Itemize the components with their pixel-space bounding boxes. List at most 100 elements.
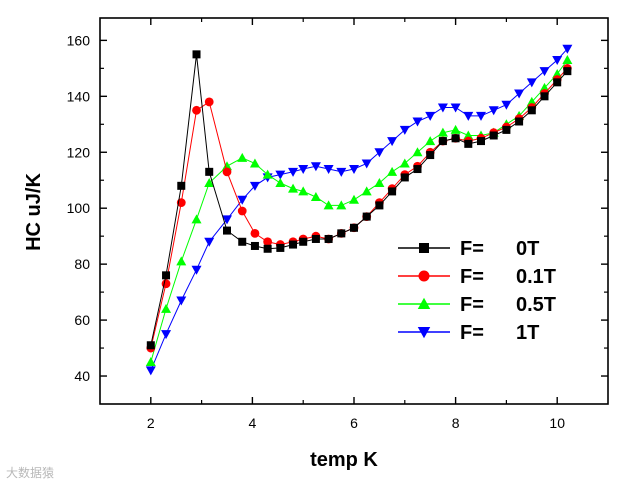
legend-label-value: 1T — [516, 322, 539, 344]
data-point — [539, 82, 550, 92]
data-point — [501, 100, 512, 110]
data-point — [425, 111, 436, 121]
data-point — [526, 78, 537, 88]
data-point — [488, 106, 499, 116]
data-point — [249, 158, 260, 168]
y-tick-label: 120 — [67, 144, 91, 160]
legend-marker — [419, 243, 429, 253]
data-point — [310, 162, 321, 172]
data-point — [553, 78, 562, 87]
data-point — [399, 158, 410, 168]
legend-label-value: 0.5T — [516, 294, 556, 316]
data-point — [562, 54, 573, 64]
data-point — [451, 134, 460, 143]
data-point — [323, 165, 334, 175]
data-point — [323, 200, 334, 210]
data-point — [249, 181, 260, 191]
data-point — [146, 341, 155, 350]
data-point — [375, 201, 384, 210]
series-1 — [146, 63, 572, 353]
data-point — [515, 117, 524, 126]
legend-entry: F= 0.1T — [398, 266, 556, 288]
data-point — [222, 215, 232, 225]
data-point — [222, 161, 232, 171]
legend-label-prefix: F= — [460, 322, 484, 344]
data-point — [527, 106, 536, 115]
y-tick-label: 60 — [74, 312, 90, 328]
data-point — [349, 165, 359, 175]
legend-entry: F= 0T — [398, 238, 539, 260]
data-point — [514, 89, 525, 99]
series-line — [150, 54, 568, 346]
data-point — [222, 167, 232, 177]
data-point — [310, 192, 321, 202]
x-tick-label: 8 — [452, 415, 460, 431]
data-point — [204, 237, 215, 247]
legend-label-value: 0T — [516, 238, 539, 260]
data-point — [426, 151, 435, 160]
legend-marker — [417, 327, 431, 339]
data-point — [205, 167, 214, 176]
data-point — [275, 178, 286, 188]
x-tick-label: 2 — [147, 415, 155, 431]
legend-label-prefix: F= — [460, 294, 484, 316]
data-point — [412, 147, 423, 157]
data-point — [276, 243, 285, 252]
legend-label-value: 0.1T — [516, 266, 556, 288]
legend-entry: F= 0.5T — [398, 294, 556, 316]
data-point — [400, 173, 409, 182]
data-point — [437, 103, 448, 113]
data-point — [289, 240, 298, 249]
series-0 — [146, 50, 572, 350]
data-point — [192, 105, 201, 115]
data-point — [162, 271, 171, 280]
data-point — [204, 97, 214, 107]
data-point — [437, 127, 448, 137]
data-point — [438, 137, 447, 146]
data-point — [298, 165, 309, 175]
data-point — [192, 50, 201, 59]
data-point — [489, 131, 498, 140]
data-point — [526, 96, 537, 106]
data-point — [288, 167, 299, 177]
data-point — [374, 178, 385, 188]
data-point — [563, 67, 572, 76]
data-point — [412, 117, 423, 127]
legend-label-prefix: F= — [460, 266, 484, 288]
data-point — [161, 330, 172, 340]
data-point — [288, 183, 299, 193]
y-axis: 40 60 80 100 120 140 160 — [67, 32, 608, 384]
data-point — [387, 166, 398, 176]
data-point — [250, 228, 260, 238]
data-point — [388, 187, 397, 196]
y-tick-label: 80 — [74, 256, 90, 272]
data-point — [552, 55, 563, 65]
series-layer — [145, 44, 573, 376]
data-point — [413, 165, 422, 174]
legend-marker — [418, 270, 430, 282]
data-point — [275, 170, 286, 180]
data-point — [562, 44, 573, 54]
x-axis: 2 4 6 8 10 — [147, 18, 565, 431]
plot-frame — [99, 17, 609, 405]
watermark-text: 大数据猿 — [6, 466, 55, 480]
data-point — [362, 212, 371, 221]
legend: F= 0T F= 0.1T F= 0.5T F= 1T — [398, 238, 556, 344]
data-point — [176, 296, 187, 306]
data-point — [539, 67, 550, 77]
data-point — [540, 92, 549, 101]
data-point — [399, 125, 410, 135]
data-point — [425, 136, 436, 146]
data-point — [191, 265, 202, 275]
data-point — [238, 237, 247, 246]
data-point — [204, 178, 215, 188]
data-point — [263, 237, 273, 247]
data-point — [463, 130, 474, 140]
data-point — [477, 137, 485, 146]
data-point — [336, 167, 347, 177]
y-tick-label: 100 — [67, 200, 91, 216]
data-point — [450, 124, 461, 134]
data-point — [161, 279, 171, 289]
data-point — [191, 214, 202, 224]
